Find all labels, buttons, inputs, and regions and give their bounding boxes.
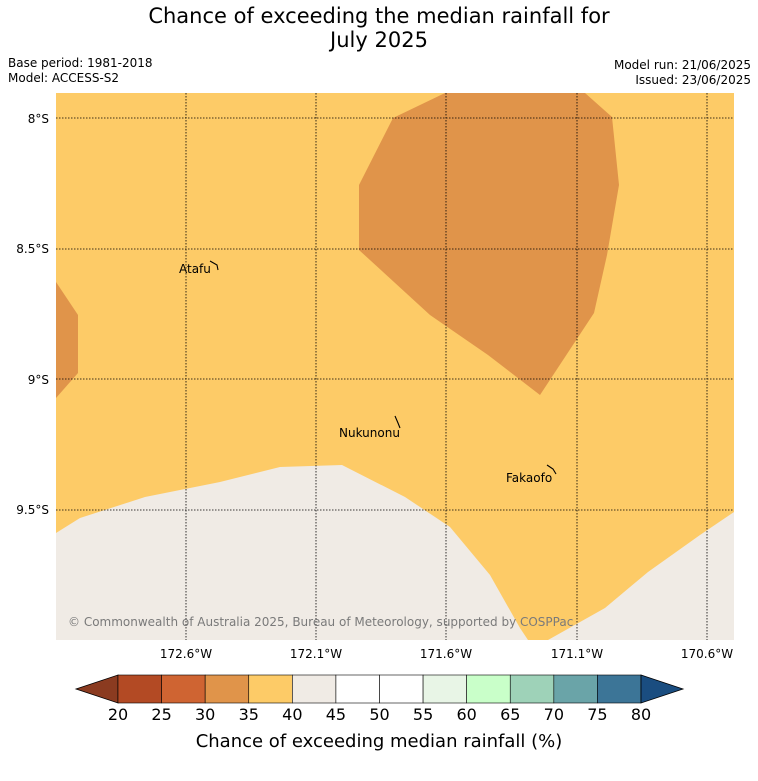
colorbar-cell — [422, 674, 467, 704]
lon-label-172-6w: 172.6°W — [160, 647, 212, 661]
colorbar-tick-label: 60 — [456, 705, 476, 724]
lon-label-171-6w: 171.6°W — [420, 647, 472, 661]
colorbar-tick-label: 70 — [544, 705, 564, 724]
place-label-atafu: Atafu — [179, 262, 211, 276]
colorbar-tick-label: 45 — [326, 705, 346, 724]
atafu-outline — [209, 260, 219, 271]
model-name: Model: ACCESS-S2 — [8, 71, 120, 85]
colorbar-ticks: 20 25 30 35 40 45 50 55 60 65 70 75 80 — [108, 705, 651, 724]
lat-label-8-5s: 8.5°S — [16, 242, 49, 256]
metadata-left: Base period: 1981-2018 Model: ACCESS-S2 — [8, 56, 153, 86]
colorbar-cell — [292, 674, 337, 704]
colorbar-cell — [161, 674, 206, 704]
title-line-2: July 2025 — [330, 28, 428, 52]
region-40-45-south — [56, 465, 528, 640]
colorbar-cell — [335, 674, 380, 704]
colorbar-tick-label: 30 — [195, 705, 215, 724]
title-line-1: Chance of exceeding the median rainfall … — [148, 4, 610, 28]
colorbar-tick-label: 35 — [239, 705, 259, 724]
lat-label-8s: 8°S — [28, 112, 49, 126]
colorbar-tick-label: 75 — [587, 705, 607, 724]
colorbar: 20 25 30 35 40 45 50 55 60 65 70 75 80 — [74, 674, 685, 724]
colorbar-tick-label: 20 — [108, 705, 128, 724]
colorbar-tick-label: 65 — [500, 705, 520, 724]
graticule — [56, 93, 734, 640]
lon-label-172-1w: 172.1°W — [290, 647, 342, 661]
copyright-notice: © Commonwealth of Australia 2025, Bureau… — [68, 615, 573, 629]
colorbar-cell — [466, 674, 511, 704]
colorbar-cell — [204, 674, 250, 704]
lat-label-9s: 9°S — [28, 373, 49, 387]
region-40-45-southeast — [548, 512, 734, 640]
place-label-nukunonu: Nukunonu — [339, 426, 400, 440]
forecast-map — [56, 93, 734, 640]
model-run: Model run: 21/06/2025 — [613, 58, 751, 72]
colorbar-under-arrow — [74, 674, 119, 704]
fakaofo-outline — [546, 464, 557, 475]
colorbar-cell — [553, 674, 598, 704]
base-period: Base period: 1981-2018 — [8, 56, 153, 70]
map-title: Chance of exceeding the median rainfall … — [0, 4, 758, 52]
issue-date: Issued: 23/06/2025 — [635, 73, 751, 87]
colorbar-cell — [597, 674, 642, 704]
place-label-fakaofo: Fakaofo — [506, 471, 552, 485]
colorbar-tick-label: 50 — [369, 705, 389, 724]
colorbar-cell — [509, 674, 555, 704]
colorbar-cells — [117, 674, 642, 704]
colorbar-tick-label: 80 — [631, 705, 651, 724]
nukunonu-outline — [394, 415, 401, 429]
colorbar-cell — [117, 674, 162, 704]
metadata-right: Model run: 21/06/2025 Issued: 23/06/2025 — [614, 58, 751, 88]
colorbar-tick-label: 25 — [151, 705, 171, 724]
lon-label-171-1w: 171.1°W — [551, 647, 603, 661]
colorbar-title: Chance of exceeding median rainfall (%) — [196, 731, 563, 752]
colorbar-cell — [379, 674, 424, 704]
colorbar-tick-label: 40 — [282, 705, 302, 724]
region-30-35-east — [359, 93, 619, 395]
lat-label-9-5s: 9.5°S — [16, 503, 49, 517]
colorbar-cell — [248, 674, 293, 704]
region-30-35-west — [56, 282, 78, 398]
atoll-outlines — [209, 260, 557, 475]
colorbar-over-arrow — [640, 674, 685, 704]
colorbar-tick-label: 55 — [413, 705, 433, 724]
lon-label-170-6w: 170.6°W — [681, 647, 733, 661]
